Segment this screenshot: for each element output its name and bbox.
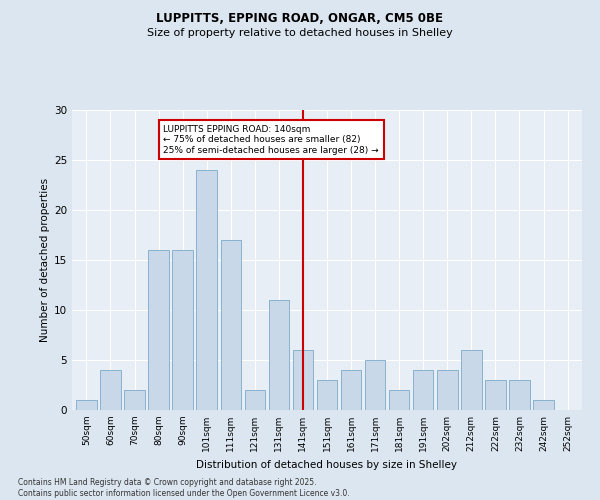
Text: Size of property relative to detached houses in Shelley: Size of property relative to detached ho… [147,28,453,38]
Bar [196,170,217,410]
Bar [509,380,530,410]
Bar [245,390,265,410]
Text: LUPPITTS, EPPING ROAD, ONGAR, CM5 0BE: LUPPITTS, EPPING ROAD, ONGAR, CM5 0BE [157,12,443,26]
X-axis label: Distribution of detached houses by size in Shelley: Distribution of detached houses by size … [197,460,458,469]
Bar [172,250,193,410]
Y-axis label: Number of detached properties: Number of detached properties [40,178,50,342]
Text: Contains HM Land Registry data © Crown copyright and database right 2025.
Contai: Contains HM Land Registry data © Crown c… [18,478,350,498]
Bar [461,350,482,410]
Bar [100,370,121,410]
Bar [413,370,433,410]
Bar [341,370,361,410]
Bar [317,380,337,410]
Bar [148,250,169,410]
Text: LUPPITTS EPPING ROAD: 140sqm
← 75% of detached houses are smaller (82)
25% of se: LUPPITTS EPPING ROAD: 140sqm ← 75% of de… [163,125,379,155]
Bar [293,350,313,410]
Bar [269,300,289,410]
Bar [485,380,506,410]
Bar [533,400,554,410]
Bar [389,390,409,410]
Bar [124,390,145,410]
Bar [76,400,97,410]
Bar [221,240,241,410]
Bar [437,370,458,410]
Bar [365,360,385,410]
